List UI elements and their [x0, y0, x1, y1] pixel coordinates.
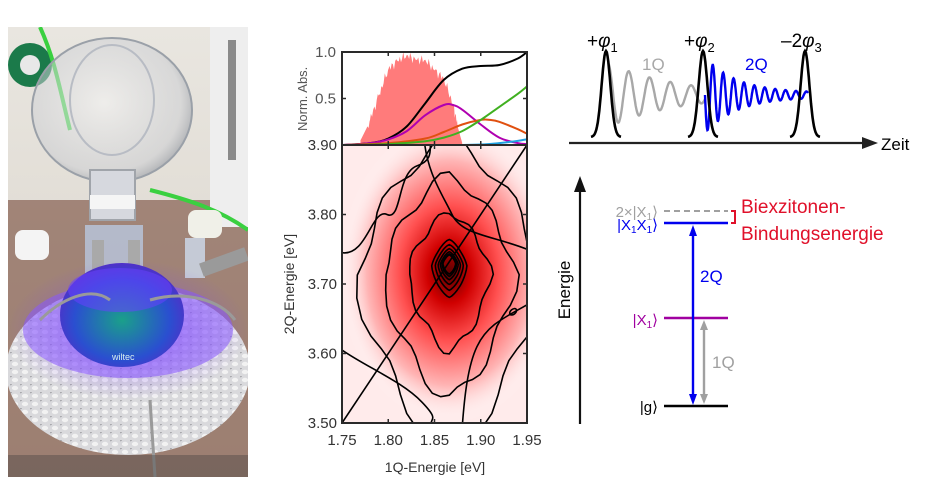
twoq-coherence-label: 2Q: [745, 55, 768, 74]
oneq-transition-label: 1Q: [712, 353, 735, 372]
curve-X1-peak: [342, 103, 527, 145]
twoq-arrowhead-down: [689, 394, 697, 405]
xtick-label: 1.75: [327, 432, 356, 449]
contour-level-1: [355, 145, 527, 423]
curve-second-peak: [342, 118, 527, 145]
double-exciton-label: 2×|X1⟩: [616, 204, 658, 223]
contour-level-3: [409, 212, 495, 355]
spectrum-ylabel: Norm. Abs.: [295, 67, 310, 131]
contour-level-6: [437, 247, 462, 286]
pulse-1-phase-label: +φ1: [587, 31, 618, 55]
ytick-label: 3.50: [308, 415, 337, 432]
2d-spectrum-plot: 1.75 1.80 1.85 1.90 1.95 3.50 3.60 3.70 3.80 3.90…: [281, 137, 542, 475]
contour-outer-upper-left: [342, 145, 432, 254]
spectrum-ytick-label: 0.5: [315, 91, 336, 108]
oneq-arrowhead-up: [700, 320, 708, 330]
pulse-2-phase-label: +φ2: [684, 31, 715, 55]
contour-level-2: [384, 171, 521, 398]
biexciton-label: |X1X1⟩: [617, 217, 658, 236]
xtick-label: 1.85: [420, 432, 449, 449]
y-axis-label: 2Q-Energie [eV]: [281, 234, 297, 334]
time-axis-label: Zeit: [881, 135, 910, 154]
pulse-1: [590, 48, 622, 139]
twoq-oscillation: [703, 63, 810, 133]
reactor-photo: wiltec: [8, 27, 248, 477]
diagonal-line: [342, 145, 527, 423]
absorption-spectrum-plot: 0.5 1.0 Norm. Abs.: [295, 44, 528, 146]
binding-energy-bracket: [731, 210, 736, 224]
contour-lines: [342, 145, 527, 423]
exciton-label: |X1⟩: [633, 312, 658, 331]
oneq-oscillation: [607, 62, 707, 124]
pulse-2: [687, 48, 719, 139]
curve-third-component: [342, 85, 527, 145]
binding-energy-label-line2: Bindungsenergie: [741, 224, 884, 245]
twoq-arrowhead-up: [689, 225, 697, 236]
contour-outer-upper-right: [424, 145, 527, 250]
binding-energy-label-line1: Biexzitonen-: [741, 197, 846, 218]
oneq-coherence-label: 1Q: [642, 55, 665, 74]
ytick-label: 3.70: [308, 276, 337, 293]
energy-level-diagram: Energie 2×|X1⟩ |X1X1⟩ |X1⟩ |g⟩ 2Q 1Q Bie…: [555, 176, 884, 424]
pulse-sequence-diagram: Zeit +φ1 +φ2 –2φ3 1Q 2Q: [569, 31, 910, 154]
pulse-3-phase-label: –2φ3: [781, 31, 822, 55]
contour-level-5: [434, 243, 465, 292]
oneq-arrowhead-down: [700, 394, 708, 404]
pulse-3: [789, 48, 821, 139]
contour-level-4: [430, 238, 468, 299]
ytick-label: 3.90: [308, 137, 337, 154]
twoq-transition-label: 2Q: [700, 267, 723, 286]
contour-outer-lower-left: [342, 349, 434, 423]
flask-brand-label: wiltec: [111, 352, 135, 362]
energy-axis-label: Energie: [555, 261, 574, 320]
xtick-label: 1.95: [512, 432, 541, 449]
energy-axis-arrowhead: [574, 176, 586, 192]
contour-small-island: [508, 307, 518, 316]
spectrum-laser-spectrum: [360, 52, 463, 145]
ground-state-label: |g⟩: [640, 399, 658, 416]
xtick-label: 1.90: [466, 432, 495, 449]
ytick-label: 3.60: [308, 346, 337, 363]
x-axis-label: 1Q-Energie [eV]: [385, 459, 485, 475]
xtick-label: 1.80: [374, 432, 403, 449]
time-axis-arrowhead: [862, 137, 878, 149]
ytick-label: 3.80: [308, 207, 337, 224]
spectrum-ytick-label: 1.0: [315, 44, 336, 61]
contour-outer-lower-right: [461, 304, 527, 423]
